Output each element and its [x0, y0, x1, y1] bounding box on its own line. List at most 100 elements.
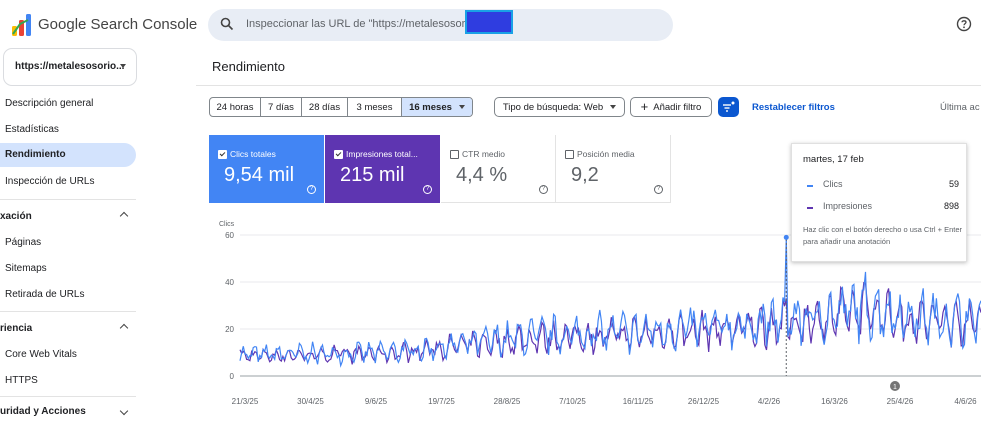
- metric-card-position[interactable]: Posición media 9,2 ?: [556, 135, 671, 203]
- tooltip-note: Haz clic con el botón derecho o usa Ctrl…: [803, 225, 963, 246]
- info-icon[interactable]: ?: [654, 185, 663, 194]
- filter-settings-button[interactable]: [718, 97, 739, 117]
- sidebar-item-sitemaps[interactable]: Sitemaps: [0, 257, 136, 281]
- checkbox-checked-icon[interactable]: [218, 150, 227, 159]
- checkbox-checked-icon[interactable]: [334, 150, 343, 159]
- sidebar-item-stats[interactable]: Estadísticas: [0, 118, 136, 142]
- y-axis-label: Clics: [219, 221, 235, 228]
- metric-card-ctr[interactable]: CTR medio 4,4 % ?: [441, 135, 556, 203]
- section-label: xación: [0, 211, 32, 222]
- metric-card-impressions[interactable]: Impresiones total... 215 mil ?: [325, 135, 440, 203]
- add-filter-button[interactable]: + Añadir filtro: [630, 97, 712, 117]
- chevron-up-icon: [119, 323, 129, 333]
- x-tick-label: 30/4/25: [297, 397, 324, 406]
- sidebar-item-pages[interactable]: Páginas: [0, 231, 136, 255]
- sidebar-item-core-web-vitals[interactable]: Core Web Vitals: [0, 343, 136, 367]
- info-icon[interactable]: ?: [307, 185, 316, 194]
- series-line-impressions: [239, 281, 981, 365]
- info-icon[interactable]: ?: [539, 185, 548, 194]
- sidebar-item-performance[interactable]: Rendimiento: [0, 143, 136, 167]
- header-divider: [196, 85, 981, 86]
- range-label: 16 meses: [409, 101, 452, 113]
- sidebar-section-experience[interactable]: riencia: [0, 319, 136, 339]
- sidebar-item-label: Retirada de URLs: [5, 289, 85, 300]
- search-placeholder[interactable]: Inspeccionar las URL de "https://metales…: [246, 18, 474, 30]
- help-icon[interactable]: [956, 16, 972, 32]
- metric-label: CTR medio: [462, 149, 505, 159]
- property-selector[interactable]: https://metalesosorio...: [3, 48, 137, 86]
- chart-tooltip: martes, 17 feb Clics 59 Impresiones 898 …: [791, 143, 967, 262]
- series-swatch: [807, 185, 813, 187]
- annotation-marker-label: 1: [893, 384, 897, 391]
- date-range-selector[interactable]: 24 horas 7 días 28 días 3 meses 16 meses: [209, 97, 473, 117]
- tooltip-row-clicks: Clics 59: [803, 179, 959, 193]
- tooltip-date: martes, 17 feb: [803, 154, 864, 165]
- range-28d[interactable]: 28 días: [302, 98, 348, 116]
- metric-label: Impresiones total...: [346, 149, 418, 159]
- sidebar-item-label: Core Web Vitals: [5, 349, 77, 360]
- search-type-filter[interactable]: Tipo de búsqueda: Web: [494, 97, 625, 117]
- y-tick-label: 60: [225, 231, 234, 240]
- x-tick-label: 16/3/26: [821, 397, 848, 406]
- range-24h[interactable]: 24 horas: [210, 98, 261, 116]
- sidebar-divider: [0, 199, 136, 200]
- section-label: uridad y Acciones: [0, 406, 86, 417]
- sidebar-section-indexing[interactable]: xación: [0, 207, 136, 227]
- sidebar-item-label: Rendimiento: [5, 149, 66, 160]
- last-updated-text: Última ac: [940, 102, 980, 113]
- range-7d[interactable]: 7 días: [261, 98, 302, 116]
- redaction-box: [465, 10, 513, 34]
- sidebar-item-label: HTTPS: [5, 375, 38, 386]
- metric-value: 215 mil: [340, 164, 405, 186]
- sidebar-item-label: Sitemaps: [5, 263, 47, 274]
- info-icon[interactable]: ?: [423, 185, 432, 194]
- search-console-logo: [10, 12, 34, 38]
- sidebar-item-url-inspection[interactable]: Inspección de URLs: [0, 170, 136, 194]
- range-16m[interactable]: 16 meses: [402, 98, 472, 116]
- x-tick-label: 4/2/26: [758, 397, 781, 406]
- metric-value: 4,4 %: [456, 164, 508, 186]
- metric-card-clicks[interactable]: Clics totales 9,54 mil ?: [209, 135, 324, 203]
- y-tick-label: 20: [225, 325, 234, 334]
- search-type-label: Tipo de búsqueda: Web: [502, 101, 604, 113]
- sidebar-item-removals[interactable]: Retirada de URLs: [0, 283, 136, 307]
- checkbox-icon[interactable]: [450, 150, 459, 159]
- y-tick-label: 40: [225, 278, 234, 287]
- app-title: Google Search Console: [38, 16, 198, 33]
- sidebar-item-overview[interactable]: Descripción general: [0, 92, 136, 116]
- x-tick-label: 25/4/26: [887, 397, 914, 406]
- x-tick-label: 9/6/25: [365, 397, 388, 406]
- url-inspection-search[interactable]: Inspeccionar las URL de "https://metales…: [208, 9, 673, 41]
- series-line-clics: [239, 237, 981, 368]
- plus-icon: +: [640, 99, 649, 114]
- chevron-down-icon: [119, 406, 129, 416]
- x-tick-label: 26/12/25: [688, 397, 720, 406]
- sidebar-item-label: Inspección de URLs: [5, 176, 95, 187]
- range-3m[interactable]: 3 meses: [348, 98, 402, 116]
- chevron-down-icon: [120, 64, 126, 68]
- x-tick-label: 7/10/25: [559, 397, 586, 406]
- metric-value: 9,2: [571, 164, 599, 186]
- caret-down-icon: [458, 105, 465, 109]
- tooltip-row-value: 59: [948, 179, 959, 189]
- page-title: Rendimiento: [212, 59, 285, 74]
- caret-down-icon: [610, 105, 617, 109]
- sidebar-item-https[interactable]: HTTPS: [0, 369, 136, 393]
- highlight-point: [783, 234, 789, 240]
- tooltip-row-label: Impresiones: [823, 201, 873, 211]
- sidebar-divider: [0, 396, 136, 397]
- metric-label: Clics totales: [230, 149, 276, 159]
- x-tick-label: 28/8/25: [494, 397, 521, 406]
- x-tick-label: 16/11/25: [623, 397, 654, 406]
- series-swatch: [807, 207, 813, 209]
- tooltip-row-value: 898: [943, 201, 959, 211]
- section-label: riencia: [0, 323, 33, 334]
- x-tick-label: 19/7/25: [428, 397, 455, 406]
- reset-filters-link[interactable]: Restablecer filtros: [752, 102, 835, 113]
- filter-icon: [723, 101, 735, 112]
- sidebar-section-security[interactable]: uridad y Acciones: [0, 402, 136, 422]
- sidebar-item-label: Descripción general: [5, 98, 94, 109]
- annotation-marker-icon: [890, 381, 900, 391]
- tooltip-row-impressions: Impresiones 898: [803, 201, 959, 215]
- checkbox-icon[interactable]: [565, 150, 574, 159]
